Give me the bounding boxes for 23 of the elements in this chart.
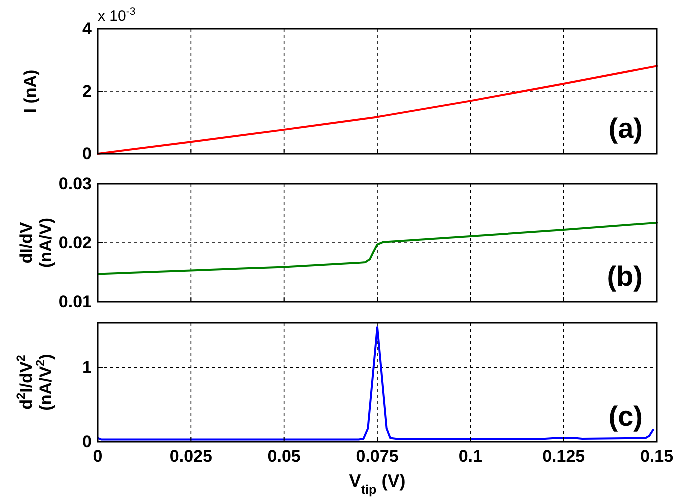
- y-tick-label: 4: [82, 19, 93, 38]
- line-series: [97, 326, 654, 441]
- y-tick-label: 0.01: [58, 292, 92, 312]
- x-tick-label: 0.075: [356, 447, 399, 466]
- y-tick-label: 0.03: [58, 174, 92, 194]
- x-tick-label: 0.125: [542, 447, 586, 466]
- x-tick-label: 0.15: [640, 447, 674, 466]
- y-tick-label: 0: [82, 144, 92, 164]
- y-axis-title: dI/dV (nA/V): [16, 218, 56, 268]
- y-tick-label: 2: [82, 82, 92, 101]
- x-tick-label: 0.025: [170, 447, 212, 466]
- y-axis-title: I (nA): [21, 70, 40, 114]
- annotation: (b): [607, 261, 643, 292]
- text: x 10$^{-3}$: [98, 6, 136, 25]
- x-tick-label: 0.05: [268, 447, 301, 466]
- y-tick-label: 1: [82, 358, 92, 378]
- x-tick-label: 0.1: [458, 447, 482, 466]
- y-tick-label: 0: [82, 432, 92, 452]
- y-tick-label: 0.02: [58, 233, 92, 252]
- line-series: [97, 65, 658, 155]
- annotation: (a): [608, 113, 643, 144]
- x-axis-title: V$_{tip}$ (V): [349, 471, 406, 497]
- annotation: (c): [608, 401, 643, 432]
